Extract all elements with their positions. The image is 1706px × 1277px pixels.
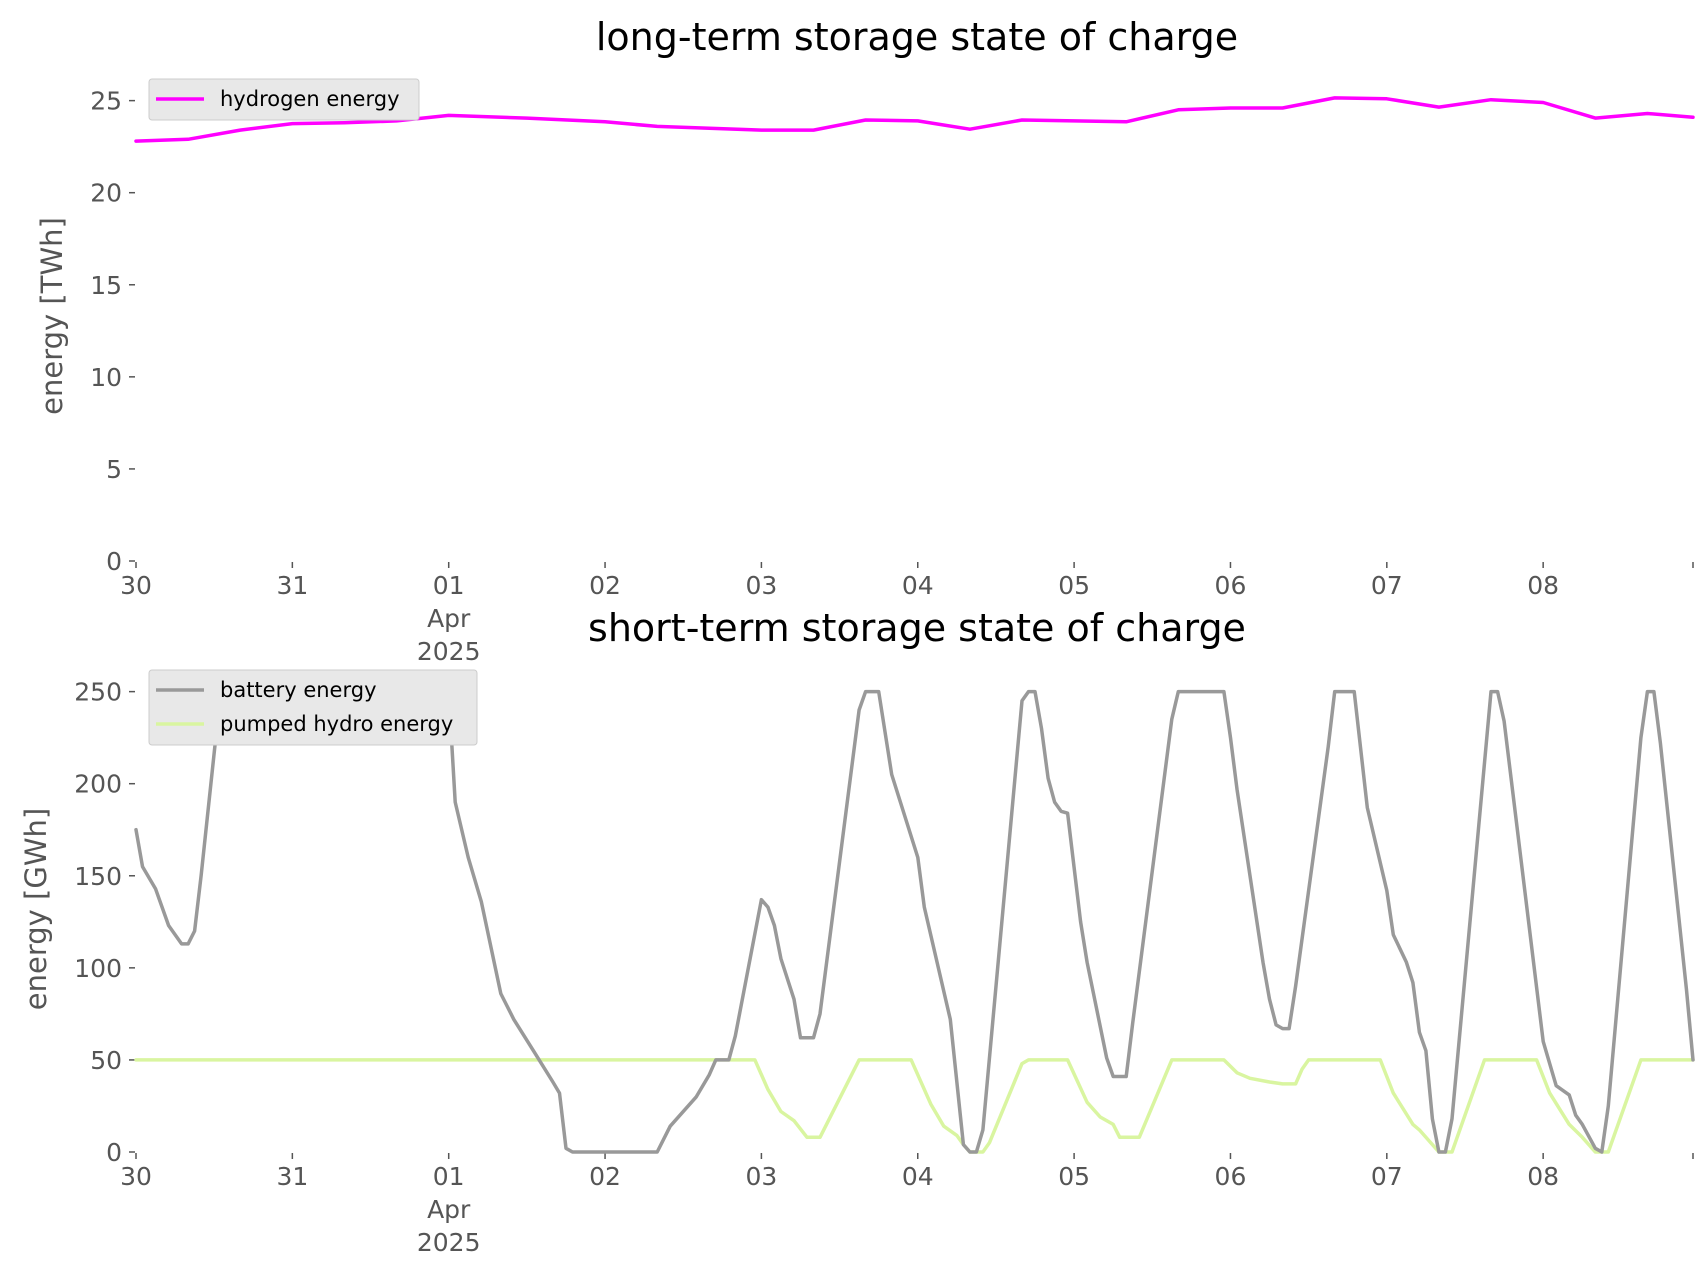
y-tick-label: 10 [90,363,122,392]
x-tick-label: 02 [589,571,621,600]
legend: battery energy pumped hydro energy [148,669,478,746]
x-tick-label: 08 [1527,571,1559,600]
x-tick-label: 04 [902,1162,934,1191]
series-group [134,96,1695,143]
y-tick-label: 15 [90,271,122,300]
chart-title: long-term storage state of charge [596,15,1238,59]
x-tick-label: 05 [1058,571,1090,600]
x-tick-sublabel: 2025 [417,1228,481,1257]
chart-short-term: short-term storage state of charge energ… [19,606,1695,1257]
y-axis-label: energy [GWh] [19,808,53,1010]
x-tick-label: 06 [1215,571,1247,600]
x-tick-label: 31 [276,1162,308,1191]
x-tick-label: 06 [1215,1162,1247,1191]
legend-box [148,78,420,121]
y-tick-label: 250 [74,678,122,707]
legend-label-battery: battery energy [220,678,377,702]
y-tick-label: 0 [106,1138,122,1167]
x-tick-sublabel: 2025 [417,637,481,666]
legend-box [148,669,478,746]
y-tick-label: 100 [74,954,122,983]
y-tick-label: 5 [106,455,122,484]
series-line-battery-energy [134,689,1695,1154]
series-group [134,689,1695,1154]
legend: hydrogen energy [148,78,420,121]
y-tick-label: 50 [90,1046,122,1075]
y-tick-label: 25 [90,87,122,116]
x-tick-label: 30 [120,571,152,600]
x-tick-label: 02 [589,1162,621,1191]
x-tick-label: 03 [745,1162,777,1191]
series-line-pumped-hydro-energy [134,1058,1695,1154]
x-tick-sublabel: Apr [427,1195,471,1224]
x-tick-label: 07 [1371,1162,1403,1191]
y-axis-label: energy [TWh] [35,217,69,415]
legend-label-pumped-hydro: pumped hydro energy [220,712,453,736]
chart-long-term: long-term storage state of charge energy… [35,15,1695,666]
series-line-hydrogen-energy [134,96,1695,143]
x-tick-sublabel: Apr [427,604,471,633]
x-tick-label: 04 [902,571,934,600]
chart-title: short-term storage state of charge [588,606,1246,650]
x-tick-label: 01 [433,1162,465,1191]
axes-group: 0 50 100 150 200 250 30 31 01 Apr 2025 02 03 04 05 06 07… [74,678,1694,1257]
x-tick-label: 03 [745,571,777,600]
legend-label-hydrogen: hydrogen energy [220,87,400,111]
x-tick-label: 07 [1371,571,1403,600]
y-tick-label: 150 [74,862,122,891]
x-tick-label: 31 [276,571,308,600]
y-tick-label: 200 [74,770,122,799]
x-tick-label: 01 [433,571,465,600]
y-tick-label: 20 [90,179,122,208]
x-tick-label: 08 [1527,1162,1559,1191]
y-tick-label: 0 [106,547,122,576]
x-tick-label: 05 [1058,1162,1090,1191]
x-tick-label: 30 [120,1162,152,1191]
